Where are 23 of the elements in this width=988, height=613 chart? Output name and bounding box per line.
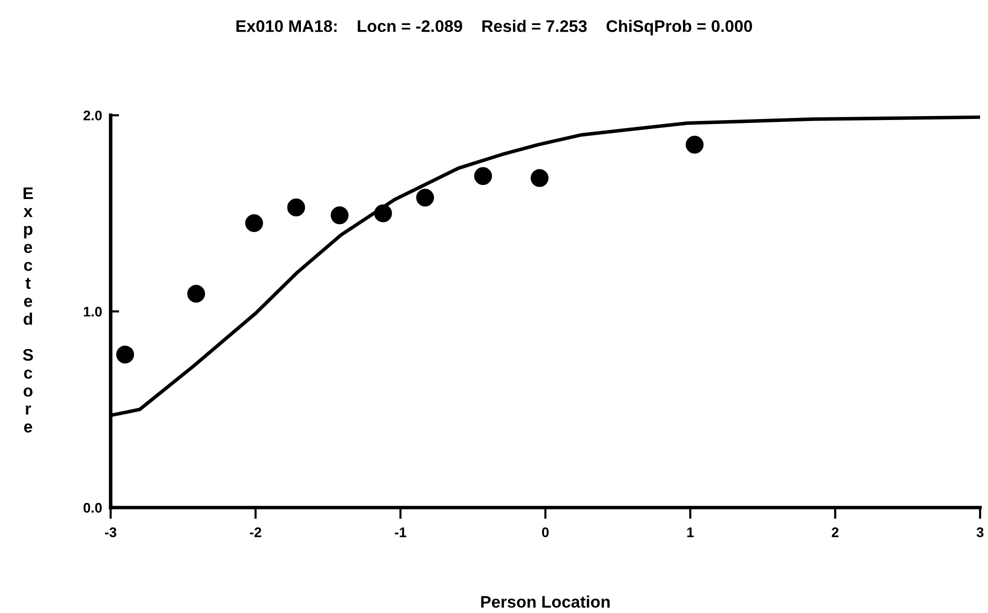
point [287, 198, 306, 216]
y-tick-label: 2.0 [84, 110, 102, 120]
x-tick-label: -2 [250, 527, 262, 538]
chart-title: Ex010 MA18: Locn = -2.089 Resid = 7.253 ChiSqProb = 0.000 [236, 20, 752, 36]
point [374, 204, 392, 222]
point [245, 214, 264, 232]
y-tick-label: 1.0 [84, 306, 102, 317]
x-tick-label: 3 [976, 527, 984, 538]
x-tick-label: 0 [542, 527, 549, 538]
x-tick-label: -1 [394, 528, 406, 538]
x-tick-label: -3 [105, 527, 116, 538]
point [187, 284, 206, 303]
y-tick-label: 0.0 [84, 502, 102, 513]
point [416, 188, 434, 207]
point [530, 169, 548, 187]
x-tick-label: 2 [832, 527, 838, 538]
point [686, 136, 704, 154]
point [474, 167, 492, 185]
x-axis-title: Person Location [481, 596, 610, 608]
point [330, 206, 349, 224]
point [116, 346, 134, 364]
text: Expected Score [22, 188, 33, 433]
x-tick-label: 1 [687, 528, 694, 538]
